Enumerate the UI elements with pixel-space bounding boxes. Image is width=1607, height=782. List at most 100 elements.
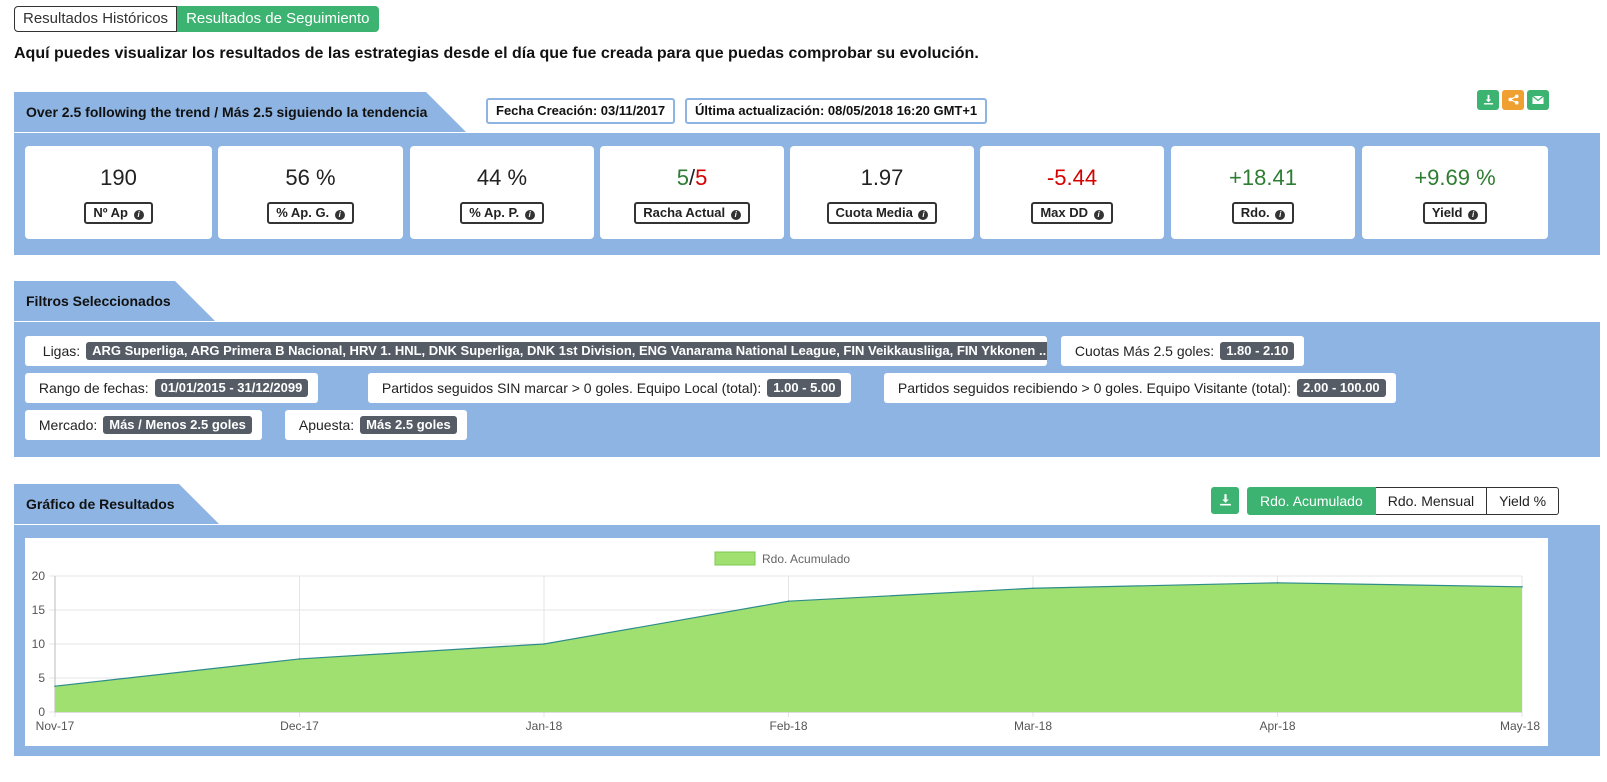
info-icon: i <box>918 210 929 220</box>
share-button[interactable] <box>1502 90 1524 110</box>
stat-label-text: Racha Actual <box>643 205 726 220</box>
stat-label-text: Rdo. <box>1240 205 1270 220</box>
stat-label-text: Max DD <box>1040 205 1089 220</box>
x-tick-label: Dec-17 <box>280 719 319 733</box>
y-tick-label: 10 <box>32 637 46 651</box>
stat-label[interactable]: % Ap. G. i <box>267 202 354 224</box>
stat-label[interactable]: Nº Ap i <box>84 202 153 224</box>
stat-label[interactable]: Yield i <box>1422 202 1488 224</box>
x-tick-label: Mar-18 <box>1014 719 1052 733</box>
filter-value: Más 2.5 goles <box>360 416 457 434</box>
x-tick-label: Nov-17 <box>36 719 75 733</box>
stat-label[interactable]: Rdo. i <box>1231 202 1295 224</box>
stats-panel: 190 Nº Ap i 56 % % Ap. G. i 44 % % Ap. P… <box>14 133 1600 255</box>
stat-card-won: 56 % % Ap. G. i <box>218 146 403 239</box>
filters-title: Filtros Seleccionados <box>14 281 215 321</box>
chart-title: Gráfico de Resultados <box>14 484 219 524</box>
filter-home-no-score: Partidos seguidos SIN marcar > 0 goles. … <box>368 373 852 403</box>
stat-value: 56 % <box>285 165 336 190</box>
download-icon <box>1219 494 1231 506</box>
stat-label[interactable]: Max DD i <box>1031 202 1113 224</box>
download-button[interactable] <box>1477 90 1499 110</box>
email-icon <box>1532 95 1544 104</box>
filter-label: Partidos seguidos SIN marcar > 0 goles. … <box>381 380 762 396</box>
stat-label-text: Cuota Media <box>835 205 913 220</box>
result-tabs: Resultados Históricos Resultados de Segu… <box>14 6 379 32</box>
filter-value: 2.00 - 100.00 <box>1297 379 1386 397</box>
streak-total: 5 <box>695 165 708 190</box>
info-icon: i <box>1468 210 1479 220</box>
share-icon <box>1507 94 1519 105</box>
info-icon: i <box>730 210 741 220</box>
filter-value: 1.80 - 2.10 <box>1220 342 1295 360</box>
data-point <box>543 643 545 645</box>
data-point <box>787 600 790 602</box>
email-button[interactable] <box>1527 90 1549 110</box>
data-point <box>54 685 56 687</box>
stat-label-text: % Ap. P. <box>469 205 520 220</box>
filters-panel: Ligas: ARG Superliga, ARG Primera B Nacio… <box>14 322 1600 457</box>
stat-value: 190 <box>100 165 137 190</box>
filter-label: Partidos seguidos recibiendo > 0 goles. … <box>897 380 1292 396</box>
x-tick-label: Apr-18 <box>1259 719 1295 733</box>
strategy-title: Over 2.5 following the trend / Más 2.5 s… <box>14 92 466 132</box>
tab-tracking[interactable]: Resultados de Seguimiento <box>177 6 379 32</box>
y-tick-label: 20 <box>32 569 46 583</box>
y-tick-label: 0 <box>38 705 45 719</box>
stat-card-lost: 44 % % Ap. P. i <box>410 146 594 239</box>
info-icon: i <box>524 210 535 220</box>
filter-label: Ligas: <box>42 343 81 359</box>
filter-leagues: Ligas: ARG Superliga, ARG Primera B Nacio… <box>25 336 1047 366</box>
filter-bet: Apuesta: Más 2.5 goles <box>285 410 467 440</box>
info-icon: i <box>133 210 144 220</box>
btn-monthly[interactable]: Rdo. Mensual <box>1375 487 1488 515</box>
filter-label: Apuesta: <box>298 417 355 433</box>
stat-card-result: +18.41 Rdo. i <box>1171 146 1355 239</box>
filter-value: ARG Superliga, ARG Primera B Nacional, H… <box>86 342 1047 360</box>
data-point <box>1032 587 1034 590</box>
chart-mode-selector: Rdo. Acumulado Rdo. Mensual Yield % <box>1247 487 1560 515</box>
last-update: Última actualización: 08/05/2018 16:20 G… <box>685 98 988 124</box>
chart-download-button[interactable] <box>1211 487 1239 514</box>
stat-label[interactable]: % Ap. P. i <box>460 202 544 224</box>
tab-historical[interactable]: Resultados Históricos <box>14 6 178 32</box>
filter-label: Rango de fechas: <box>38 380 149 396</box>
x-tick-label: Feb-18 <box>769 719 807 733</box>
stat-value: -5.44 <box>1046 165 1098 190</box>
btn-yield[interactable]: Yield % <box>1487 487 1560 515</box>
data-point <box>1276 582 1279 584</box>
info-icon: i <box>1093 210 1104 220</box>
stat-card-max-dd: -5.44 Max DD i <box>980 146 1164 239</box>
creation-date: Fecha Creación: 03/11/2017 <box>486 98 676 124</box>
info-icon: i <box>1275 210 1286 220</box>
streak-sep: / <box>688 165 696 190</box>
stat-label-text: Yield <box>1431 205 1463 220</box>
series-area <box>55 582 1522 712</box>
filter-label: Mercado: <box>38 417 98 433</box>
stat-value: +18.41 <box>1229 165 1297 190</box>
y-tick-label: 15 <box>32 603 46 617</box>
stat-label-text: % Ap. G. <box>276 205 330 220</box>
chart-container: 0 5 10 15 20 Nov-17 Dec-17 Jan-18 Feb-18 Mar-18 Ap… <box>25 538 1548 746</box>
stat-card-avg-odds: 1.97 Cuota Media i <box>790 146 974 239</box>
stat-value: 5/5 <box>600 164 784 192</box>
download-icon <box>1483 94 1493 105</box>
filter-date-range: Rango de fechas: 01/01/2015 - 31/12/2099 <box>25 373 319 403</box>
btn-cumulative[interactable]: Rdo. Acumulado <box>1247 487 1376 515</box>
stat-label[interactable]: Racha Actual i <box>634 202 750 224</box>
stat-label-text: Nº Ap <box>93 205 128 220</box>
x-tick-label: Jan-18 <box>526 719 563 733</box>
filter-away-conceding: Partidos seguidos recibiendo > 0 goles. … <box>884 373 1396 403</box>
y-tick-label: 5 <box>38 671 45 685</box>
x-tick-label: May-18 <box>1500 719 1540 733</box>
filter-value: 01/01/2015 - 31/12/2099 <box>154 379 309 397</box>
stat-card-count: 190 Nº Ap i <box>25 146 212 239</box>
legend-swatch <box>714 551 756 566</box>
stat-value: 1.97 <box>860 165 904 190</box>
filter-market: Mercado: Más / Menos 2.5 goles <box>25 410 262 440</box>
filter-value: 1.00 - 5.00 <box>767 379 842 397</box>
data-point <box>1521 586 1523 588</box>
streak-wins: 5 <box>676 165 689 190</box>
results-chart: 0 5 10 15 20 Nov-17 Dec-17 Jan-18 Feb-18 Mar-18 Ap… <box>32 551 1540 733</box>
stat-label[interactable]: Cuota Media i <box>826 202 938 224</box>
